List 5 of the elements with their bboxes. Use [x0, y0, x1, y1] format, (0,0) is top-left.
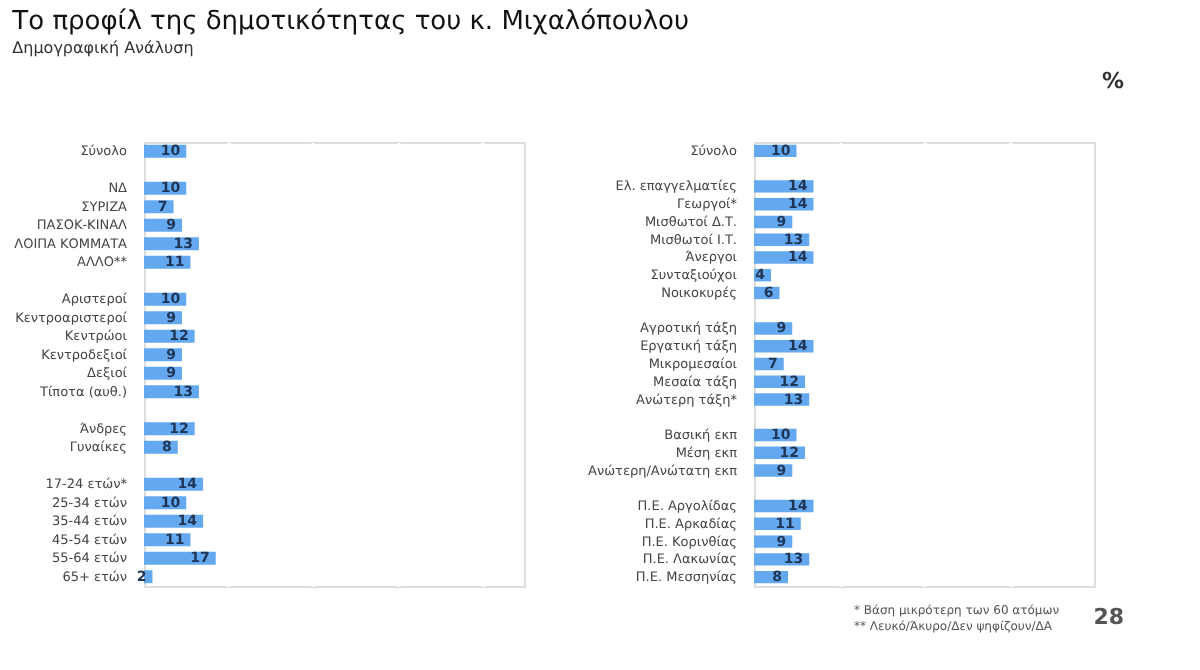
bar: [144, 551, 216, 565]
text: 28: [1093, 604, 1124, 630]
text: %: [1101, 68, 1124, 94]
chart-subtitle: Δημογραφική Ανάλυση: [12, 39, 194, 57]
chart-title: Το προφίλ της δημοτικότητας του κ. Μιχαλόπουλου: [10, 7, 690, 37]
